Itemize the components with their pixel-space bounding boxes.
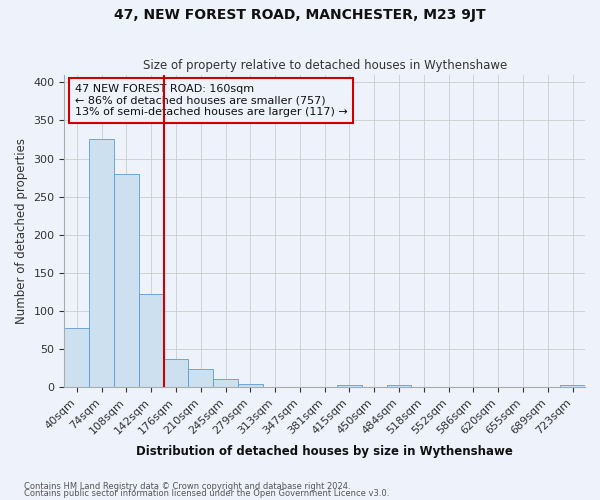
Bar [560,385,585,388]
Bar [64,328,89,388]
Bar [188,369,213,388]
Bar [164,359,188,388]
Bar [89,140,114,388]
Bar [139,294,164,388]
Text: Contains HM Land Registry data © Crown copyright and database right 2024.: Contains HM Land Registry data © Crown c… [24,482,350,491]
Bar [213,379,238,388]
Bar [238,384,263,388]
Bar [114,174,139,388]
Y-axis label: Number of detached properties: Number of detached properties [15,138,28,324]
Bar [337,385,362,388]
Text: 47 NEW FOREST ROAD: 160sqm
← 86% of detached houses are smaller (757)
13% of sem: 47 NEW FOREST ROAD: 160sqm ← 86% of deta… [75,84,347,117]
Text: 47, NEW FOREST ROAD, MANCHESTER, M23 9JT: 47, NEW FOREST ROAD, MANCHESTER, M23 9JT [114,8,486,22]
Text: Contains public sector information licensed under the Open Government Licence v3: Contains public sector information licen… [24,489,389,498]
X-axis label: Distribution of detached houses by size in Wythenshawe: Distribution of detached houses by size … [136,444,513,458]
Bar [386,385,412,388]
Title: Size of property relative to detached houses in Wythenshawe: Size of property relative to detached ho… [143,59,507,72]
